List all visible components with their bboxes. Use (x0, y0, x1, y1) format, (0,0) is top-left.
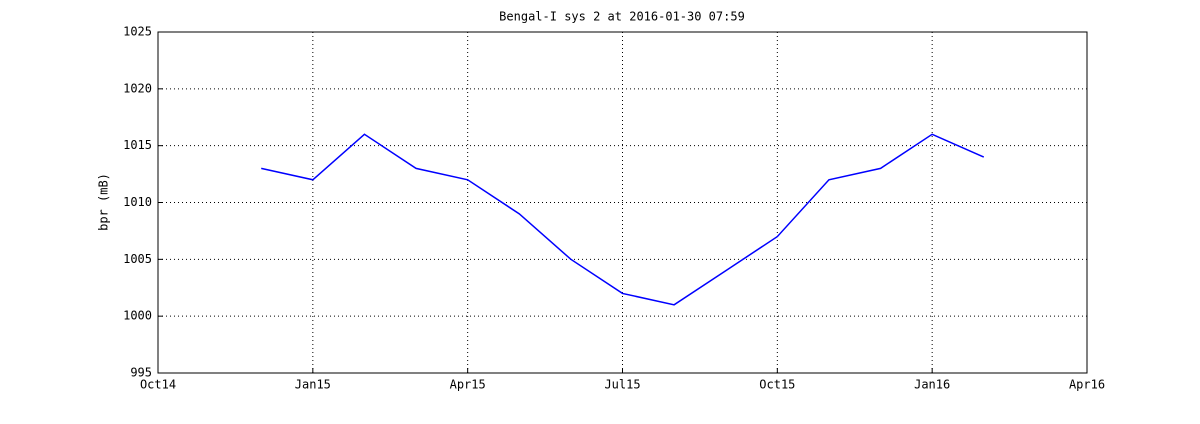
y-tick-label: 1015 (123, 138, 152, 152)
x-tick-label: Jul15 (604, 378, 640, 392)
data-line (261, 133, 985, 306)
x-tick-label: Oct14 (140, 378, 176, 392)
y-tick-label: 1005 (123, 252, 152, 266)
x-tick-label: Apr15 (450, 378, 486, 392)
y-axis-label: bpr (mB) (97, 173, 111, 231)
y-tick-label: 995 (130, 366, 152, 380)
chart-title: Bengal-I sys 2 at 2016-01-30 07:59 (499, 10, 745, 24)
x-tick-label: Jan15 (295, 378, 331, 392)
y-tick-label: 1010 (123, 195, 152, 209)
x-tick-label: Oct15 (759, 378, 795, 392)
y-tick-label: 1020 (123, 81, 152, 95)
y-tick-label: 1025 (123, 25, 152, 39)
x-tick-label: Apr16 (1069, 378, 1105, 392)
x-tick-label: Jan16 (914, 378, 950, 392)
y-tick-label: 1000 (123, 309, 152, 323)
